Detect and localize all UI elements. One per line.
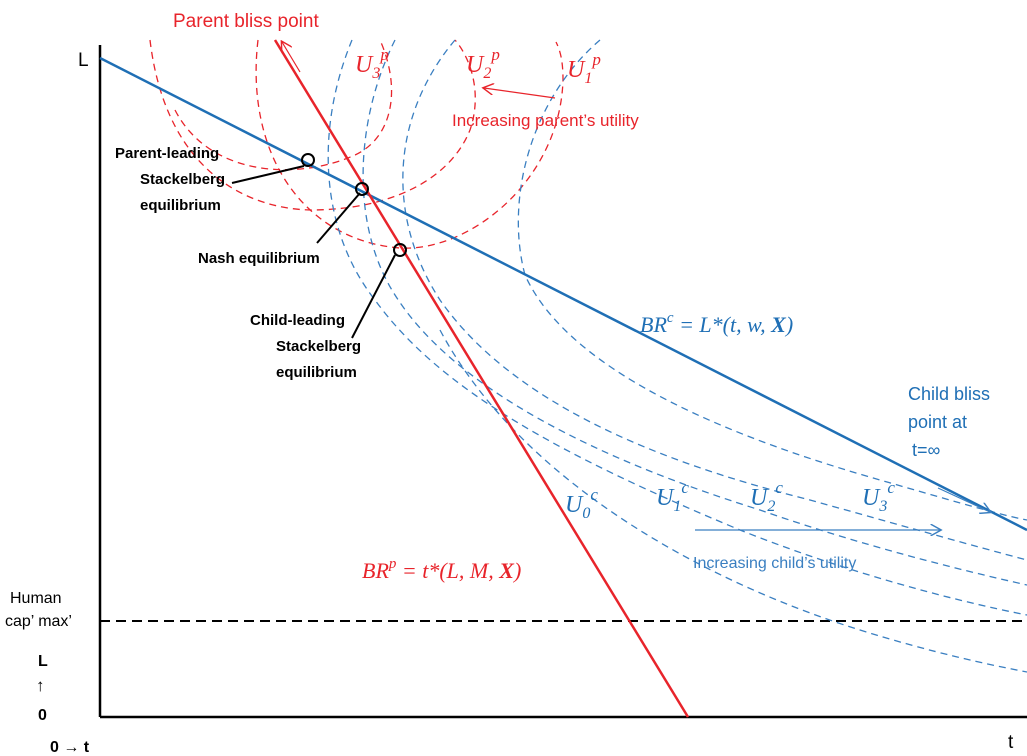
- origin-x-label: 0 → t: [50, 739, 90, 756]
- parent-bliss-arrow: [282, 42, 301, 73]
- child-leading-label-1: Child-leading: [250, 312, 345, 329]
- child-curve-label-u3: U3c: [862, 478, 895, 515]
- increasing-child-label: Increasing child’s utility: [693, 555, 856, 572]
- equilibrium-pointers: [231, 165, 396, 339]
- parent-curve-outer: [255, 39, 564, 249]
- child-curve-label-u0: U0c: [565, 485, 598, 522]
- x-axis-right-label: t: [1008, 732, 1014, 753]
- nash-point: [355, 182, 369, 196]
- origin-y-label-arrow: ↑: [36, 676, 45, 695]
- child-curve-u3: [517, 39, 1027, 521]
- child-leading-label-3: equilibrium: [276, 364, 357, 381]
- child-curve-label-u1: U1c: [656, 478, 689, 515]
- child-bliss-label-2: point at: [908, 412, 967, 432]
- child-bliss-label-3: t=∞: [912, 440, 941, 460]
- equilibrium-markers: [301, 153, 407, 257]
- child-leading-label-2: Stackelberg: [276, 338, 361, 355]
- child-curve-label-u2: U2c: [750, 478, 783, 515]
- origin-y-label-top: L: [38, 653, 48, 670]
- child-curve-u0: [327, 39, 1027, 616]
- child-bliss-arrow: [937, 487, 990, 512]
- parent-curve-label-u3: U3p: [355, 45, 389, 82]
- parent-curve-label-u1: U1p: [567, 50, 601, 87]
- parent-curve-inner: [174, 39, 393, 171]
- child-curve-u2: [402, 39, 1027, 561]
- parent-leading-point: [301, 153, 315, 167]
- parent-indifference-curves: [149, 39, 564, 249]
- human-cap-label-line1: Human: [10, 590, 62, 607]
- human-cap-label-line2: cap’ max’: [5, 613, 72, 630]
- increasing-parent-label: Increasing parent’s utility: [452, 111, 639, 130]
- parent-leading-label-1: Parent-leading: [115, 145, 219, 162]
- origin-y-label-zero: 0: [38, 707, 47, 724]
- y-axis-top-label: L: [78, 50, 89, 71]
- parent-leading-label-2: Stackelberg: [140, 171, 225, 188]
- child-best-response-line: [99, 56, 1027, 532]
- nash-label: Nash equilibrium: [198, 250, 320, 267]
- child-leading-point: [393, 243, 407, 257]
- parent-curve-middle: [149, 39, 476, 211]
- parent-bliss-label: Parent bliss point: [173, 11, 319, 32]
- parent-best-response-line: [273, 39, 690, 718]
- child-best-response-label: BRc = L*(t, w, X): [640, 310, 793, 337]
- parent-leading-label-3: equilibrium: [140, 197, 221, 214]
- parent-curve-label-u2: U2p: [466, 45, 500, 82]
- axes: [98, 45, 1027, 719]
- child-bliss-label-1: Child bliss: [908, 384, 990, 404]
- parent-best-response-label: BRp = t*(L, M, X): [362, 556, 521, 583]
- child-curve-bottom: [439, 329, 1027, 673]
- increasing-parent-arrow: [484, 88, 556, 99]
